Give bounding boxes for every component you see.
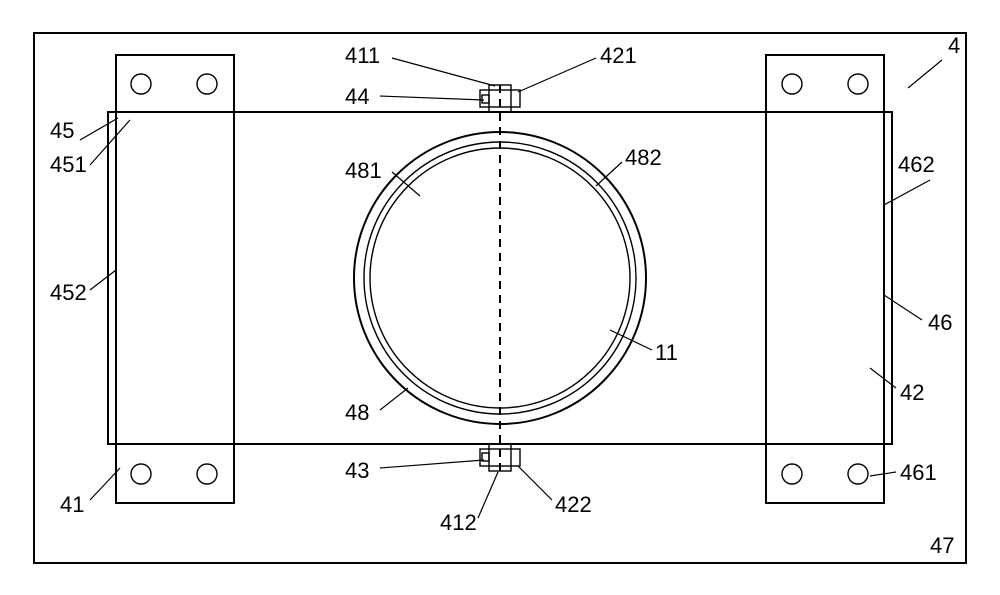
leader-l43 bbox=[380, 460, 484, 468]
label-l47: 47 bbox=[930, 533, 954, 558]
label-l44: 44 bbox=[345, 84, 369, 109]
leader-l4 bbox=[908, 60, 942, 88]
label-l451: 451 bbox=[50, 152, 87, 177]
right-bracket-46 bbox=[766, 55, 884, 503]
leader-l11 bbox=[610, 330, 652, 350]
left-hole-3 bbox=[197, 464, 217, 484]
label-l422: 422 bbox=[555, 492, 592, 517]
right-hole-3 bbox=[848, 464, 868, 484]
left-hole-0 bbox=[131, 74, 151, 94]
left-hole-1 bbox=[197, 74, 217, 94]
left-hole-2 bbox=[131, 464, 151, 484]
leader-l481 bbox=[392, 172, 420, 196]
label-l421: 421 bbox=[600, 43, 637, 68]
leader-l46 bbox=[884, 295, 922, 320]
label-l46: 46 bbox=[928, 310, 952, 335]
right-hole-2 bbox=[782, 464, 802, 484]
diagram-stage: 4 45 451 452 41 46 462 42 461 47 43 44 411 421 412 422 4… bbox=[0, 0, 1000, 595]
label-l452: 452 bbox=[50, 280, 87, 305]
right-hole-0 bbox=[782, 74, 802, 94]
left-bracket-45 bbox=[116, 55, 234, 503]
leader-l462 bbox=[884, 180, 930, 205]
leader-l45 bbox=[80, 118, 118, 140]
leader-l482 bbox=[596, 162, 622, 186]
leader-l452 bbox=[90, 270, 116, 290]
label-l42: 42 bbox=[900, 380, 924, 405]
leader-l451 bbox=[90, 120, 130, 165]
leader-l421 bbox=[518, 58, 596, 92]
label-l45: 45 bbox=[50, 118, 74, 143]
label-l48: 48 bbox=[345, 400, 369, 425]
leader-l422 bbox=[518, 466, 552, 500]
label-l481: 481 bbox=[345, 158, 382, 183]
label-l482: 482 bbox=[625, 145, 662, 170]
leader-l48 bbox=[380, 388, 408, 410]
leader-l44 bbox=[380, 96, 484, 100]
label-l461: 461 bbox=[900, 460, 937, 485]
leader-l412 bbox=[478, 472, 498, 518]
top-stem-44 bbox=[482, 95, 489, 103]
label-l411: 411 bbox=[345, 43, 380, 68]
label-l4: 4 bbox=[948, 33, 960, 58]
label-l412: 412 bbox=[440, 510, 477, 535]
right-hole-1 bbox=[848, 74, 868, 94]
label-l462: 462 bbox=[898, 152, 935, 177]
label-l11: 11 bbox=[655, 340, 678, 365]
leader-l411 bbox=[392, 58, 495, 86]
label-l43: 43 bbox=[345, 458, 369, 483]
label-l41: 41 bbox=[60, 492, 84, 517]
